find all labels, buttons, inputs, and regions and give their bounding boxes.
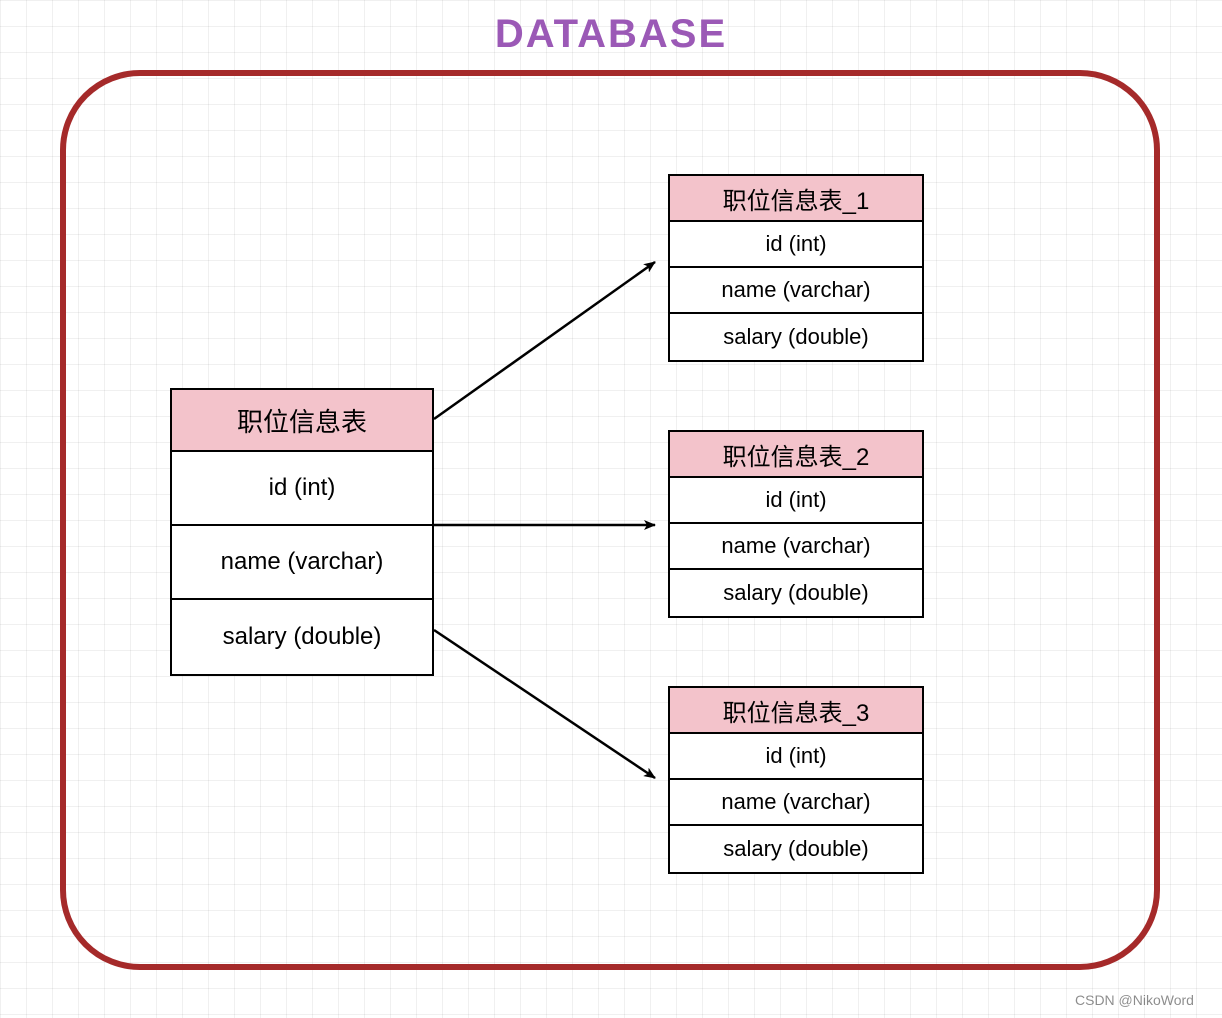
target-table-2-row: name (varchar) [670, 524, 922, 570]
diagram-canvas: DATABASE 职位信息表id (int)name (varchar)sala… [0, 0, 1222, 1018]
source-table-row: salary (double) [172, 600, 432, 674]
target-table-1-row: salary (double) [670, 314, 922, 360]
target-table-1-row: name (varchar) [670, 268, 922, 314]
source-table-row: id (int) [172, 452, 432, 526]
target-table-3-row: id (int) [670, 734, 922, 780]
page-title: DATABASE [0, 12, 1222, 57]
source-table-row: name (varchar) [172, 526, 432, 600]
target-table-1-header: 职位信息表_1 [670, 176, 922, 222]
target-table-1-row: id (int) [670, 222, 922, 268]
source-table: 职位信息表id (int)name (varchar)salary (doubl… [170, 388, 434, 676]
target-table-2-row: salary (double) [670, 570, 922, 616]
target-table-2-header: 职位信息表_2 [670, 432, 922, 478]
target-table-3: 职位信息表_3id (int)name (varchar)salary (dou… [668, 686, 924, 874]
source-table-header: 职位信息表 [172, 390, 432, 452]
target-table-2-row: id (int) [670, 478, 922, 524]
target-table-3-row: name (varchar) [670, 780, 922, 826]
target-table-3-row: salary (double) [670, 826, 922, 872]
target-table-1: 职位信息表_1id (int)name (varchar)salary (dou… [668, 174, 924, 362]
watermark: CSDN @NikoWord [1075, 992, 1194, 1008]
target-table-3-header: 职位信息表_3 [670, 688, 922, 734]
target-table-2: 职位信息表_2id (int)name (varchar)salary (dou… [668, 430, 924, 618]
